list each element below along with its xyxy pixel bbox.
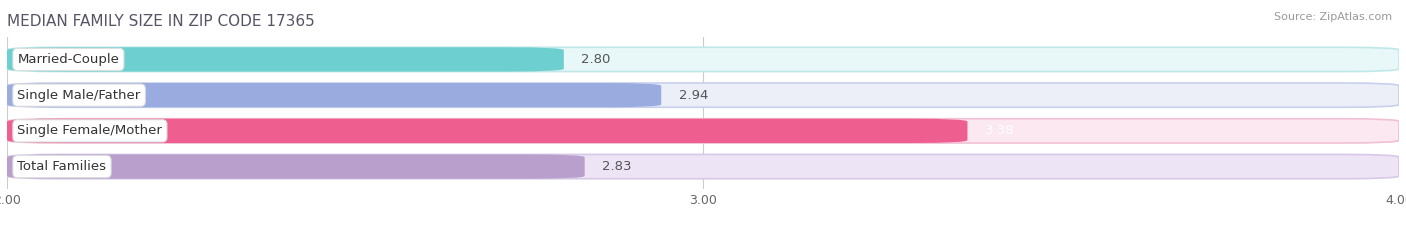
Text: 2.94: 2.94: [679, 89, 709, 102]
Text: 2.80: 2.80: [581, 53, 610, 66]
Text: Source: ZipAtlas.com: Source: ZipAtlas.com: [1274, 12, 1392, 22]
Text: MEDIAN FAMILY SIZE IN ZIP CODE 17365: MEDIAN FAMILY SIZE IN ZIP CODE 17365: [7, 14, 315, 29]
FancyBboxPatch shape: [7, 47, 1399, 72]
FancyBboxPatch shape: [7, 83, 1399, 107]
FancyBboxPatch shape: [7, 119, 1399, 143]
FancyBboxPatch shape: [7, 47, 564, 72]
FancyBboxPatch shape: [7, 154, 585, 179]
FancyBboxPatch shape: [7, 83, 661, 107]
Text: 2.83: 2.83: [602, 160, 631, 173]
FancyBboxPatch shape: [7, 119, 967, 143]
Text: Total Families: Total Families: [17, 160, 107, 173]
Text: Married-Couple: Married-Couple: [17, 53, 120, 66]
FancyBboxPatch shape: [7, 154, 1399, 179]
Text: Single Female/Mother: Single Female/Mother: [17, 124, 162, 137]
Text: 3.38: 3.38: [984, 124, 1014, 137]
Text: Single Male/Father: Single Male/Father: [17, 89, 141, 102]
